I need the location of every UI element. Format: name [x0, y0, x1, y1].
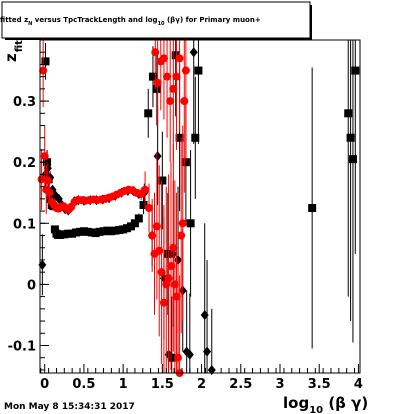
- data-point: [134, 214, 143, 223]
- data-point: [43, 176, 52, 185]
- x-tick-label: 4: [354, 377, 363, 392]
- data-point: [50, 225, 59, 234]
- data-point: [348, 155, 357, 164]
- y-tick-label: 0.1: [13, 217, 36, 232]
- data-point: [181, 66, 190, 75]
- data-point: [167, 353, 176, 362]
- data-point: [185, 349, 194, 360]
- data-point: [148, 72, 157, 81]
- data-point: [156, 57, 165, 66]
- svg-text:zfit: zfit: [2, 40, 25, 62]
- data-point: [191, 133, 200, 142]
- series-square: [41, 40, 360, 373]
- data-point: [171, 51, 180, 60]
- x-axis-title: log10 (β γ): [283, 394, 368, 414]
- title-box: fitted zN versus TpcTrackLength and log1…: [0, 1, 312, 40]
- data-point: [40, 152, 49, 161]
- y-axis-title: zfit: [2, 40, 25, 62]
- data-point: [139, 200, 148, 209]
- data-point: [203, 346, 212, 357]
- footer-timestamp: Mon May 8 15:34:31 2017: [4, 402, 135, 412]
- x-tick-label: 0.5: [72, 377, 95, 392]
- data-point: [39, 66, 48, 75]
- data-point: [163, 249, 172, 258]
- data-point: [189, 47, 198, 58]
- data-point: [172, 72, 181, 81]
- data-point: [175, 133, 184, 142]
- data-point: [178, 219, 187, 228]
- data-point: [144, 109, 153, 118]
- x-tick-label: 1: [119, 377, 128, 392]
- plot-frame: [39, 39, 361, 374]
- data-point: [180, 97, 189, 106]
- data-point: [346, 133, 355, 142]
- y-tick-label: 0: [27, 278, 36, 293]
- data-point: [174, 353, 183, 362]
- data-point: [145, 204, 154, 213]
- chart-title: fitted zN versus TpcTrackLength and log1…: [0, 16, 261, 27]
- data-point: [177, 231, 186, 240]
- data-point: [158, 176, 167, 185]
- data-point: [351, 66, 360, 75]
- x-axis: 0 0.5 1 1.5 2 2.5 3 3.5 4: [40, 364, 363, 392]
- y-axis-title-sub: fit: [14, 40, 25, 52]
- data-point: [169, 84, 178, 93]
- data-point: [45, 188, 54, 197]
- data-point: [141, 185, 150, 194]
- data-point: [175, 54, 184, 63]
- data-point: [344, 109, 353, 118]
- x-tick-label: 0: [40, 377, 49, 392]
- data-point: [41, 57, 50, 66]
- plot-area: [37, 40, 360, 377]
- data-point: [166, 97, 175, 106]
- data-point: [308, 204, 317, 213]
- data-point: [130, 219, 139, 228]
- data-point: [186, 219, 195, 228]
- data-point: [163, 72, 172, 81]
- x-tick-label: 3: [275, 377, 284, 392]
- x-tick-label: 3.5: [308, 377, 331, 392]
- x-tick-label: 2.5: [229, 377, 252, 392]
- data-point: [194, 66, 203, 75]
- x-tick-label: 1.5: [151, 377, 174, 392]
- y-axis: -0.1 0 0.1 0.2 0.3: [8, 39, 49, 371]
- y-tick-label: -0.1: [8, 340, 36, 355]
- series-circle: [37, 40, 190, 377]
- data-point: [152, 84, 161, 93]
- data-point: [153, 151, 162, 162]
- x-tick-label: 2: [197, 377, 206, 392]
- y-axis-title-main: z: [2, 53, 20, 62]
- data-point: [151, 48, 160, 57]
- y-tick-label: 0.3: [13, 95, 36, 110]
- y-tick-label: 0.2: [13, 156, 36, 171]
- data-point: [54, 193, 63, 204]
